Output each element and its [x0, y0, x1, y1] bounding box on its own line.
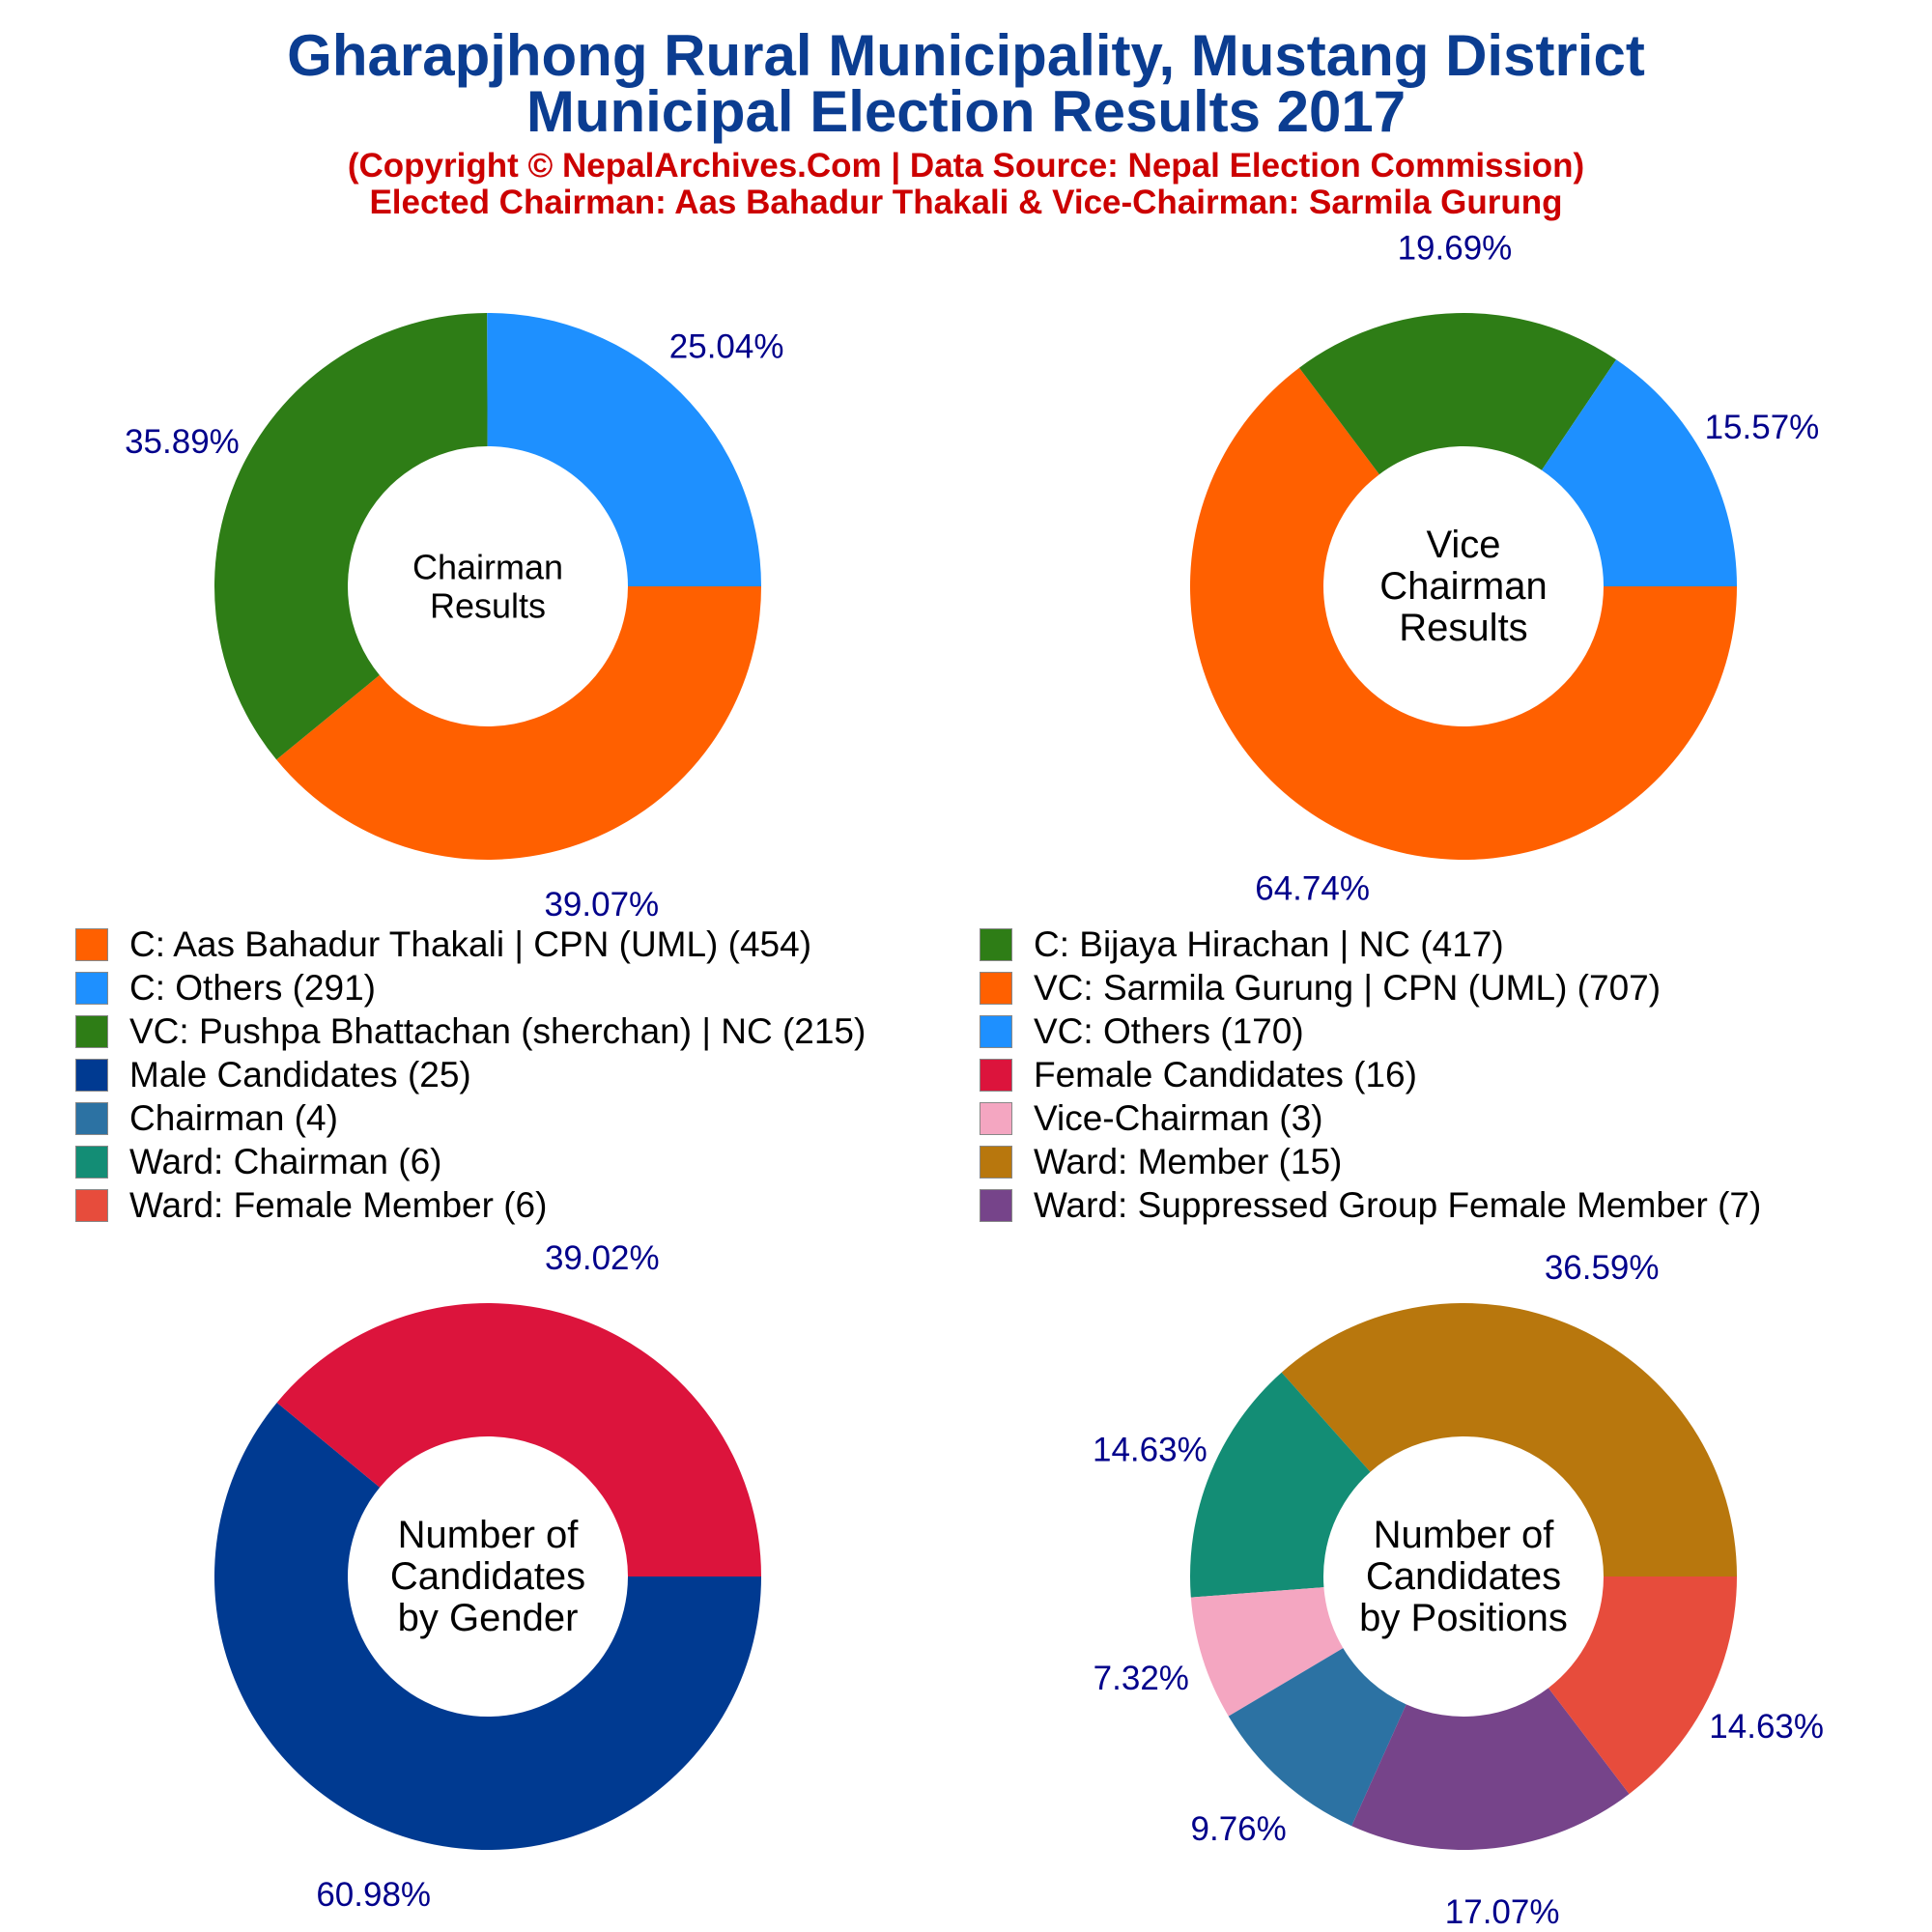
legend-label: Ward: Female Member (6): [129, 1185, 548, 1225]
slice-percent-label: 9.76%: [1191, 1810, 1287, 1848]
copyright-subtitle: (Copyright © NepalArchives.Com | Data So…: [347, 147, 1585, 185]
donut-slice: [487, 313, 761, 586]
donut-center-label: Chairman: [1379, 565, 1547, 608]
legend-label: Ward: Chairman (6): [129, 1142, 442, 1181]
legend-item: C: Aas Bahadur Thakali | CPN (UML) (454): [75, 923, 811, 966]
legend-item: Vice-Chairman (3): [980, 1097, 1323, 1140]
legend-item: Ward: Member (15): [980, 1141, 1342, 1183]
slice-percent-label: 60.98%: [316, 1876, 431, 1914]
legend-item: VC: Pushpa Bhattachan (sherchan) | NC (2…: [75, 1010, 866, 1053]
legend-item: Chairman (4): [75, 1097, 338, 1140]
legend-item: Male Candidates (25): [75, 1054, 471, 1096]
donut-slice: [1190, 367, 1737, 860]
legend-swatch: [980, 1189, 1012, 1222]
slice-percent-label: 25.04%: [669, 328, 784, 366]
page-title-line2: Municipal Election Results 2017: [526, 79, 1406, 144]
donut-slice: [214, 313, 488, 760]
slice-percent-label: 39.02%: [545, 1239, 660, 1277]
slice-percent-label: 17.07%: [1445, 1893, 1560, 1931]
legend-swatch: [75, 972, 108, 1005]
page-title-line1: Gharapjhong Rural Municipality, Mustang …: [287, 23, 1645, 88]
donut-center-label: Number of: [1374, 1514, 1555, 1556]
legend-item: C: Bijaya Hirachan | NC (417): [980, 923, 1504, 966]
donut-slice: [1190, 1587, 1344, 1717]
slice-percent-label: 36.59%: [1545, 1249, 1660, 1287]
donut-center-label: Vice: [1426, 524, 1500, 566]
slice-percent-label: 64.74%: [1255, 870, 1370, 908]
legend-item: VC: Others (170): [980, 1010, 1304, 1053]
legend-swatch: [75, 928, 108, 961]
legend-swatch: [75, 1102, 108, 1135]
donut-center-label: Candidates: [390, 1555, 585, 1598]
legend-swatch: [980, 1059, 1012, 1092]
legend-label: Male Candidates (25): [129, 1055, 471, 1094]
legend-swatch: [75, 1189, 108, 1222]
donut-slice: [213, 1402, 761, 1850]
slice-percent-label: 15.57%: [1705, 409, 1820, 446]
legend-item: Ward: Chairman (6): [75, 1141, 441, 1183]
legend-label: Female Candidates (16): [1034, 1055, 1417, 1094]
slice-percent-label: 19.69%: [1398, 230, 1513, 268]
legend-label: C: Bijaya Hirachan | NC (417): [1034, 924, 1504, 964]
legend-item: Ward: Female Member (6): [75, 1184, 547, 1227]
donut-slice: [1190, 1372, 1371, 1598]
legend-swatch: [75, 1015, 108, 1048]
slice-percent-label: 14.63%: [1709, 1708, 1824, 1746]
donut-slice: [1541, 359, 1737, 586]
legend-label: VC: Pushpa Bhattachan (sherchan) | NC (2…: [129, 1011, 867, 1051]
legend-item: Ward: Suppressed Group Female Member (7): [980, 1184, 1761, 1227]
legend-label: C: Others (291): [129, 968, 376, 1008]
slice-percent-label: 39.07%: [544, 886, 659, 923]
donut-center-label: Chairman: [412, 548, 563, 587]
donut-slice: [276, 1302, 761, 1577]
legend-swatch: [75, 1146, 108, 1179]
slice-percent-label: 7.32%: [1094, 1660, 1189, 1697]
donut-center-label: by Positions: [1359, 1597, 1568, 1639]
candidates-by-positions-chart: 36.59% 14.63% 7.32% 9.76% 17.07% 14.63% Number…: [1093, 1249, 1824, 1931]
donut-slice: [1298, 313, 1617, 475]
legend-item: VC: Sarmila Gurung | CPN (UML) (707): [980, 967, 1661, 1009]
legend-item: C: Others (291): [75, 967, 376, 1009]
donut-center-label: by Gender: [398, 1597, 579, 1639]
donut-slice: [1228, 1648, 1406, 1827]
legend-label: C: Aas Bahadur Thakali | CPN (UML) (454): [129, 924, 812, 964]
legend-swatch: [980, 972, 1012, 1005]
donut-center-label: Candidates: [1366, 1555, 1561, 1598]
donut-center-label: Results: [1399, 607, 1527, 649]
legend-swatch: [980, 928, 1012, 961]
donut-slice: [1281, 1303, 1737, 1577]
legend-label: VC: Sarmila Gurung | CPN (UML) (707): [1034, 968, 1662, 1008]
donut-slice: [276, 586, 761, 860]
elected-subtitle: Elected Chairman: Aas Bahadur Thakali & …: [369, 184, 1563, 221]
legend-label: Vice-Chairman (3): [1034, 1098, 1323, 1138]
donut-center-label: Number of: [398, 1514, 580, 1556]
legend-swatch: [75, 1059, 108, 1092]
legend-swatch: [980, 1146, 1012, 1179]
slice-percent-label: 35.89%: [125, 423, 240, 461]
legend-label: VC: Others (170): [1034, 1011, 1304, 1051]
legend-label: Ward: Suppressed Group Female Member (7): [1034, 1185, 1762, 1225]
legend-swatch: [980, 1102, 1012, 1135]
legend-label: Chairman (4): [129, 1098, 338, 1138]
legend-label: Ward: Member (15): [1034, 1142, 1343, 1181]
donut-center-label: Results: [430, 586, 546, 626]
slice-percent-label: 14.63%: [1093, 1432, 1208, 1469]
legend-item: Female Candidates (16): [980, 1054, 1417, 1096]
donut-slice: [1548, 1577, 1737, 1795]
donut-slice: [1351, 1688, 1630, 1850]
legend-swatch: [980, 1015, 1012, 1048]
